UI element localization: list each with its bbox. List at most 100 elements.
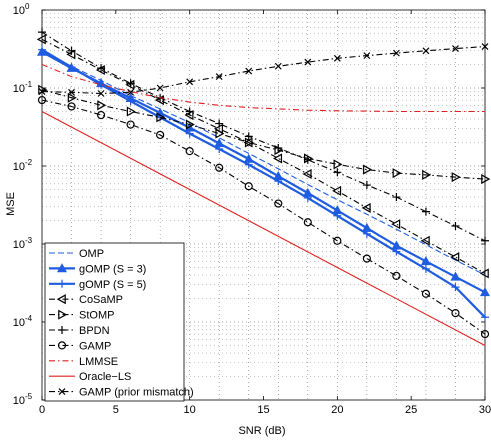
legend-marker (57, 341, 67, 350)
legend-label: LMMSE (79, 356, 118, 368)
data-point (127, 88, 135, 96)
series-line (41, 31, 486, 242)
x-tick-label: 25 (405, 404, 417, 416)
data-point (274, 177, 283, 186)
data-point (126, 79, 135, 88)
data-point (362, 181, 371, 190)
data-point (304, 58, 312, 66)
y-tick-exponent: -4 (25, 314, 33, 323)
data-point (244, 132, 253, 141)
data-point (38, 45, 46, 54)
data-point (303, 193, 312, 202)
data-point (96, 110, 106, 120)
data-point (481, 174, 491, 185)
data-point (333, 236, 342, 245)
legend-entry: LMMSE (49, 356, 118, 368)
data-point (333, 168, 342, 177)
series-line (41, 48, 486, 319)
series-8 (41, 111, 486, 346)
legend: OMP gOMP (S = 3) gOMP (S = 5) CoSaMP StOMP BP… (44, 242, 194, 402)
data-point (479, 287, 491, 297)
series-7 (41, 63, 485, 113)
data-point (185, 119, 195, 130)
data-point (185, 129, 194, 138)
data-point (420, 235, 430, 246)
data-point (244, 182, 253, 191)
series-line (41, 50, 486, 294)
data-point (361, 202, 371, 213)
series (36, 28, 491, 346)
data-point (215, 73, 223, 81)
data-point (451, 309, 460, 318)
series-3 (36, 34, 489, 279)
x-tick-label: 10 (184, 404, 196, 416)
data-point (97, 80, 106, 89)
data-point (303, 218, 312, 227)
series-line (41, 111, 486, 346)
data-point (97, 90, 105, 97)
series-line (41, 38, 486, 274)
data-point (215, 163, 224, 172)
data-point (333, 211, 342, 220)
data-point (451, 222, 460, 231)
legend-entry: BPDN (49, 325, 110, 337)
data-point (422, 47, 430, 55)
legend-entry: CoSaMP (49, 294, 123, 306)
data-point (156, 84, 164, 92)
legend-label: CoSaMP (79, 294, 123, 306)
data-point (392, 271, 401, 280)
x-tick-label: 30 (479, 404, 491, 416)
data-point (481, 313, 489, 322)
data-point (126, 120, 135, 129)
data-point (244, 160, 253, 169)
series-1 (36, 46, 491, 297)
y-tick-label: 10 (13, 239, 25, 251)
legend-entry: OMP (49, 248, 104, 260)
data-point (362, 229, 371, 238)
series-2 (38, 45, 489, 322)
x-tick-label: 5 (113, 404, 119, 416)
series-line (41, 63, 485, 113)
legend-label: Oracle−LS (79, 371, 131, 383)
data-point (97, 100, 107, 111)
data-point (481, 43, 489, 50)
legend-entry: gOMP (S = 5) (49, 279, 146, 291)
data-point (333, 159, 343, 170)
series-6 (37, 95, 490, 339)
legend-marker (58, 309, 68, 320)
legend-label: OMP (79, 248, 104, 260)
data-point (36, 34, 46, 45)
y-tick-exponent: -5 (25, 392, 33, 401)
data-point (245, 67, 253, 75)
data-point (215, 119, 224, 128)
data-point (480, 329, 490, 339)
series-line (41, 89, 486, 180)
data-point (67, 46, 76, 55)
legend-marker (56, 294, 66, 305)
data-point (421, 264, 430, 273)
series-9 (38, 43, 489, 97)
legend-label: GAMP (prior mismatch) (79, 387, 194, 399)
data-point (479, 268, 489, 279)
data-point (392, 247, 401, 256)
x-tick-label: 0 (39, 404, 45, 416)
x-axis-label: SNR (dB) (238, 425, 285, 437)
data-point (273, 153, 283, 164)
data-point (363, 52, 371, 60)
data-point (67, 102, 76, 111)
legend-entry: gOMP (S = 3) (49, 263, 146, 275)
data-point (451, 283, 460, 292)
data-point (185, 107, 194, 116)
y-tick-label: 10 (13, 317, 25, 329)
x-tick-label: 15 (257, 404, 269, 416)
data-point (333, 54, 341, 62)
y-axis-label: MSE (5, 192, 17, 216)
data-point (450, 271, 461, 281)
data-point (38, 28, 46, 37)
legend-marker (58, 388, 66, 396)
y-tick-label: 10 (13, 395, 25, 407)
y-tick-exponent: -3 (25, 236, 33, 245)
data-point (450, 252, 460, 263)
data-point (392, 49, 400, 57)
